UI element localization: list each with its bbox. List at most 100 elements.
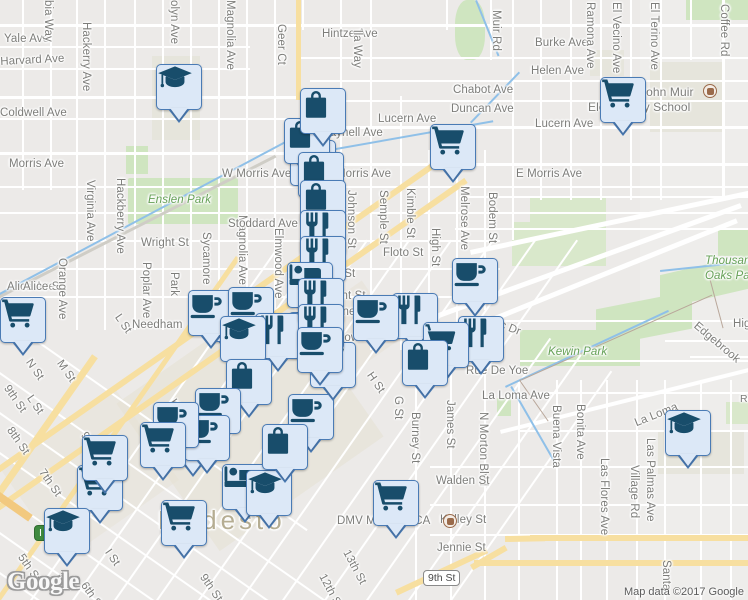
- map-marker-shopping-cart[interactable]: [0, 297, 46, 356]
- shopping-cart-icon: [374, 482, 408, 515]
- street-line: [430, 466, 748, 468]
- street-line: [700, 380, 702, 600]
- street-line: [570, 0, 572, 200]
- map-marker-shopping-cart[interactable]: [600, 77, 646, 136]
- restaurant-icon: [301, 238, 331, 273]
- poi-marker-dmv[interactable]: [443, 514, 457, 528]
- cafe-icon: [189, 295, 223, 325]
- map-marker-school[interactable]: [665, 410, 711, 469]
- map-marker-school[interactable]: [156, 64, 202, 123]
- shopping-cart-icon: [162, 502, 196, 535]
- map-marker-shopping-cart[interactable]: [82, 435, 128, 494]
- street-line: [540, 0, 542, 200]
- shopping-cart-icon: [431, 126, 465, 159]
- street-line: [0, 152, 300, 155]
- map-marker-shopping-bag[interactable]: [402, 340, 448, 399]
- street-line: [665, 340, 748, 342]
- street-line: [50, 0, 52, 190]
- arterial-road: [474, 560, 748, 566]
- map-marker-cafe[interactable]: [353, 295, 399, 354]
- street-line: [274, 0, 276, 340]
- street-line: [0, 212, 748, 214]
- street-line: [300, 163, 748, 166]
- street-line: [730, 380, 732, 600]
- poi-marker-dot[interactable]: [703, 84, 717, 98]
- map-marker-school[interactable]: [220, 316, 266, 375]
- street-line: [218, 0, 220, 330]
- street-line: [0, 96, 300, 99]
- google-logo[interactable]: Google: [7, 568, 80, 595]
- map-marker-cafe[interactable]: [297, 327, 343, 386]
- route-shield-132: 9th St: [423, 570, 461, 586]
- institution-area: [590, 50, 624, 76]
- map-marker-shopping-bag[interactable]: [300, 88, 346, 147]
- street-line: [0, 24, 748, 27]
- street-line: [162, 0, 164, 330]
- shopping-cart-icon: [83, 437, 117, 470]
- map-marker-school[interactable]: [246, 470, 292, 529]
- shopping-cart-icon: [1, 299, 35, 332]
- map-marker-cafe[interactable]: [452, 258, 498, 317]
- street-line: [518, 380, 520, 600]
- street-line: [370, 0, 372, 350]
- street-line: [606, 380, 608, 600]
- shopping-bag-icon: [403, 342, 433, 377]
- restaurant-icon: [301, 212, 331, 247]
- street-line: [246, 0, 248, 330]
- street-line: [104, 0, 106, 330]
- street-line: [580, 380, 582, 600]
- restaurant-icon: [459, 318, 489, 353]
- street-line: [190, 0, 192, 330]
- street-line: [484, 150, 486, 310]
- restaurant-icon: [299, 280, 329, 315]
- street-line: [520, 360, 748, 362]
- street-line: [636, 380, 638, 600]
- street-line: [660, 0, 662, 200]
- street-line: [484, 340, 486, 600]
- street-line: [455, 228, 748, 230]
- street-line: [0, 118, 290, 120]
- street-line: [556, 380, 558, 600]
- street-line: [22, 0, 24, 190]
- restaurant-icon: [256, 315, 286, 350]
- street-line: [0, 68, 250, 70]
- street-line: [456, 150, 458, 330]
- street-line: [490, 0, 492, 60]
- street-line: [428, 150, 430, 350]
- park-green: [126, 146, 148, 174]
- cafe-icon: [453, 263, 487, 293]
- street-line: [690, 356, 748, 358]
- park-green: [718, 230, 748, 256]
- street-line: [0, 268, 500, 270]
- street-line: [500, 320, 748, 322]
- shopping-bag-icon: [299, 154, 329, 189]
- shopping-bag-icon: [301, 182, 331, 217]
- arterial-road: [530, 535, 748, 541]
- map-marker-shopping-cart[interactable]: [161, 500, 207, 559]
- map-marker-shopping-bag[interactable]: [262, 424, 308, 483]
- street-line: [664, 380, 666, 600]
- map-marker-school[interactable]: [44, 508, 90, 567]
- school-icon: [247, 472, 283, 503]
- street-line: [76, 0, 78, 330]
- street-line: [512, 0, 514, 240]
- park-green: [686, 0, 748, 20]
- shopping-cart-icon: [141, 424, 175, 457]
- map-marker-shopping-cart[interactable]: [140, 422, 186, 481]
- school-icon: [666, 412, 702, 443]
- arterial-road: [505, 535, 546, 542]
- street-line: [600, 392, 748, 394]
- street-line: [460, 196, 748, 198]
- map-marker-shopping-cart[interactable]: [373, 480, 419, 539]
- street-line: [302, 0, 304, 30]
- cafe-icon: [289, 399, 323, 429]
- cafe-icon: [229, 292, 263, 322]
- street-line: [134, 0, 136, 330]
- street-line: [0, 240, 500, 242]
- street-line: [430, 504, 748, 506]
- map-attribution: Map data ©2017 Google: [623, 586, 744, 598]
- street-line: [690, 0, 692, 60]
- map-marker-shopping-cart[interactable]: [430, 124, 476, 183]
- school-icon: [157, 66, 193, 97]
